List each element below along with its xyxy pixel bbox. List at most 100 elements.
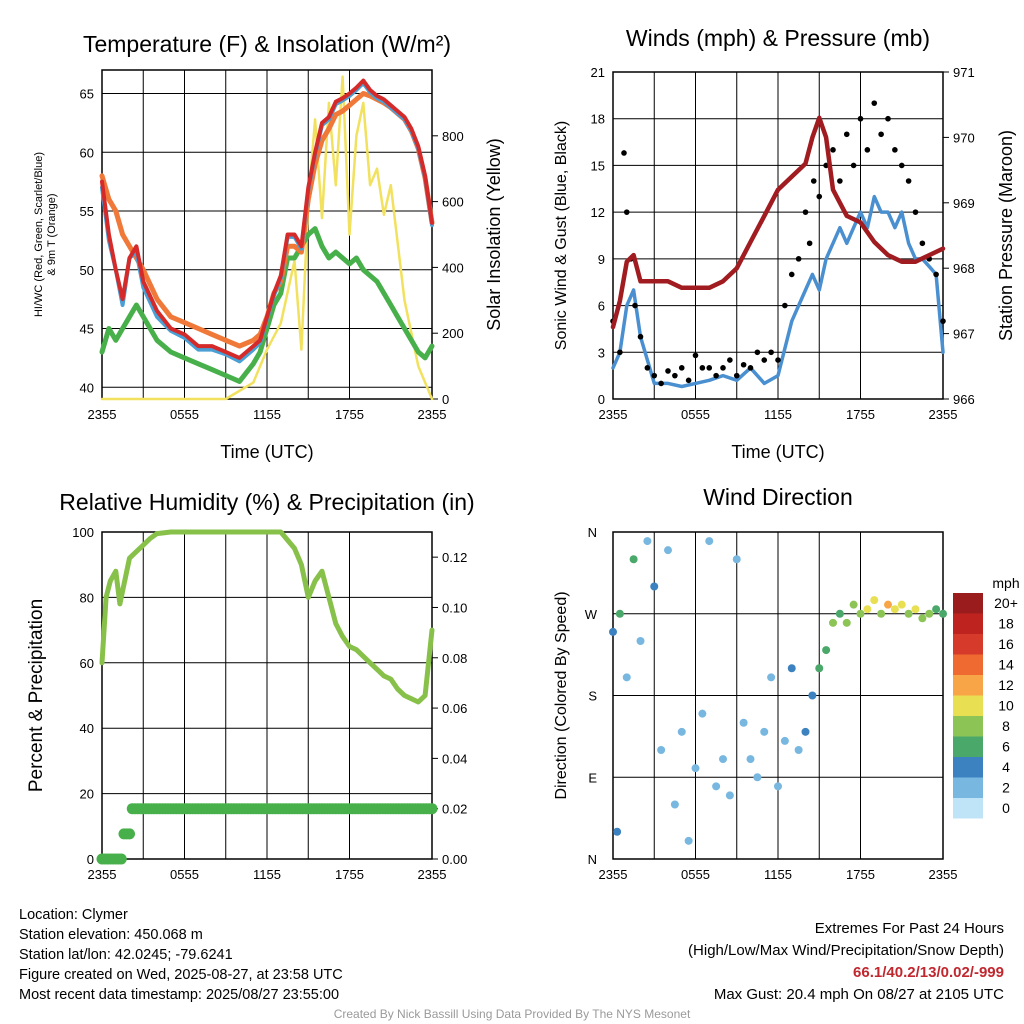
- legend-swatch: [953, 757, 983, 778]
- x-tick-label: 1155: [764, 407, 792, 422]
- y-tick-label: 60: [80, 656, 94, 671]
- gust-point: [644, 365, 651, 371]
- location-text: Location: Clymer: [19, 907, 128, 923]
- precip-point: [115, 853, 127, 865]
- x-tick-label: 2355: [599, 407, 628, 422]
- y-tick-label: 100: [72, 525, 94, 540]
- y-tick-label: 6: [598, 299, 605, 314]
- legend-label: 6: [1002, 739, 1010, 755]
- credit-text: Created By Nick Bassill Using Data Provi…: [333, 1007, 691, 1021]
- direction-point: [939, 609, 947, 618]
- gust-point: [678, 365, 685, 371]
- y-tick-label: 40: [80, 721, 94, 736]
- gust-point: [940, 318, 946, 324]
- y-tick-label: 0: [87, 852, 94, 867]
- direction-point: [787, 664, 796, 673]
- gust-point: [706, 365, 713, 371]
- gust-point: [692, 352, 699, 359]
- direction-point: [609, 627, 617, 636]
- direction-point: [822, 646, 831, 655]
- y-tick-label: 15: [591, 158, 605, 173]
- gust-point: [795, 256, 802, 262]
- y2-tick-label: 0.02: [442, 802, 467, 817]
- x-tick-label: 2355: [88, 867, 117, 882]
- direction-point: [863, 605, 872, 614]
- direction-point: [884, 600, 892, 609]
- legend-label: 8: [1002, 718, 1010, 734]
- gust-point: [837, 178, 843, 184]
- direction-point: [897, 600, 906, 609]
- y-axis-label: Sonic Wind & Gust (Blue, Black): [553, 121, 570, 350]
- gust-point: [871, 100, 878, 106]
- gust-point: [878, 131, 884, 138]
- y2-tick-label: 0.06: [442, 701, 467, 716]
- gust-point: [747, 365, 754, 371]
- direction-point: [746, 755, 755, 764]
- direction-point: [732, 555, 741, 564]
- legend-label: 2: [1002, 780, 1010, 796]
- gust-point: [850, 162, 857, 169]
- direction-point: [904, 609, 913, 618]
- gust-point: [651, 372, 658, 379]
- legend-swatch: [953, 695, 983, 716]
- y-tick-label: 80: [80, 590, 94, 605]
- direction-point: [615, 609, 624, 618]
- series-line: [100, 78, 434, 360]
- y2-tick-label: 971: [953, 65, 975, 80]
- extremes-subtitle: (High/Low/Max Wind/Precipitation/Snow De…: [688, 942, 1004, 959]
- y-tick-label: 60: [80, 145, 94, 160]
- y2-tick-label: 0.12: [442, 550, 467, 565]
- direction-point: [753, 773, 762, 782]
- gust-point: [740, 361, 747, 368]
- y2-tick-label: 968: [953, 261, 975, 276]
- direction-point: [877, 609, 886, 618]
- y2-tick-label: 0.04: [442, 751, 467, 766]
- direction-point: [835, 609, 844, 618]
- direction-point: [705, 537, 714, 546]
- y-tick-label: 0: [598, 392, 605, 407]
- y-tick-label: 12: [591, 205, 605, 220]
- direction-point: [794, 746, 803, 754]
- legend-label: 14: [998, 657, 1014, 673]
- x-tick-label: 1155: [253, 407, 281, 422]
- y-axis-label: & 9m T (Orange): [46, 193, 58, 275]
- y-tick-label: 55: [80, 204, 94, 219]
- y-tick-label: N: [588, 852, 597, 867]
- direction-point: [643, 537, 652, 546]
- gust-point: [905, 178, 912, 184]
- legend-label: 20+: [994, 595, 1018, 611]
- chart-title: Temperature (F) & Insolation (W/m²): [83, 31, 451, 57]
- y-tick-label: N: [588, 525, 597, 540]
- x-tick-label: 1755: [335, 867, 364, 882]
- extremes-title: Extremes For Past 24 Hours: [814, 920, 1004, 937]
- direction-point: [925, 609, 934, 618]
- y2-axis-label: Solar Insolation (Yellow): [484, 138, 504, 330]
- direction-point: [856, 609, 865, 618]
- direction-point: [890, 605, 899, 614]
- direction-point: [767, 673, 776, 682]
- gust-point: [775, 357, 781, 363]
- x-tick-label: 0555: [681, 407, 710, 422]
- gust-point: [806, 240, 813, 247]
- gust-point: [754, 349, 761, 356]
- y2-tick-label: 0.00: [442, 852, 467, 867]
- x-axis-label: Time (UTC): [731, 442, 824, 462]
- legend-swatch: [953, 675, 983, 696]
- direction-point: [622, 673, 631, 682]
- direction-point: [808, 691, 817, 700]
- precip-point: [124, 828, 135, 840]
- legend-swatch: [953, 654, 983, 675]
- y2-tick-label: 967: [953, 327, 975, 342]
- gust-point: [720, 365, 726, 371]
- y-tick-label: 65: [80, 87, 94, 102]
- gust-point: [761, 357, 768, 363]
- gust-point: [768, 349, 774, 356]
- y-tick-label: 21: [591, 65, 605, 80]
- direction-point: [684, 836, 693, 845]
- gust-point: [733, 372, 740, 379]
- y2-tick-label: 970: [953, 130, 975, 145]
- direction-point: [911, 605, 920, 614]
- extremes-panel: Extremes For Past 24 Hours (High/Low/Max…: [688, 918, 1004, 1006]
- y-tick-label: 18: [591, 112, 605, 127]
